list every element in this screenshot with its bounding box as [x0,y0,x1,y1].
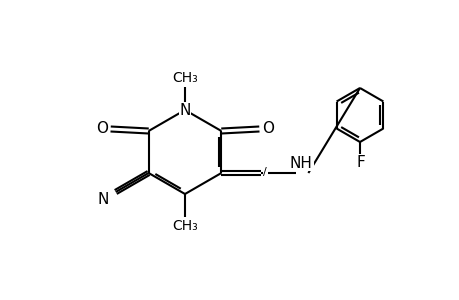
Text: NH: NH [289,155,312,170]
Text: O: O [262,121,274,136]
Text: /: / [263,167,267,177]
Text: CH₃: CH₃ [172,71,197,85]
Text: CH₃: CH₃ [172,219,197,233]
Text: O: O [95,121,107,136]
Text: N: N [98,191,109,206]
Text: N: N [179,103,190,118]
Text: F: F [356,154,364,169]
